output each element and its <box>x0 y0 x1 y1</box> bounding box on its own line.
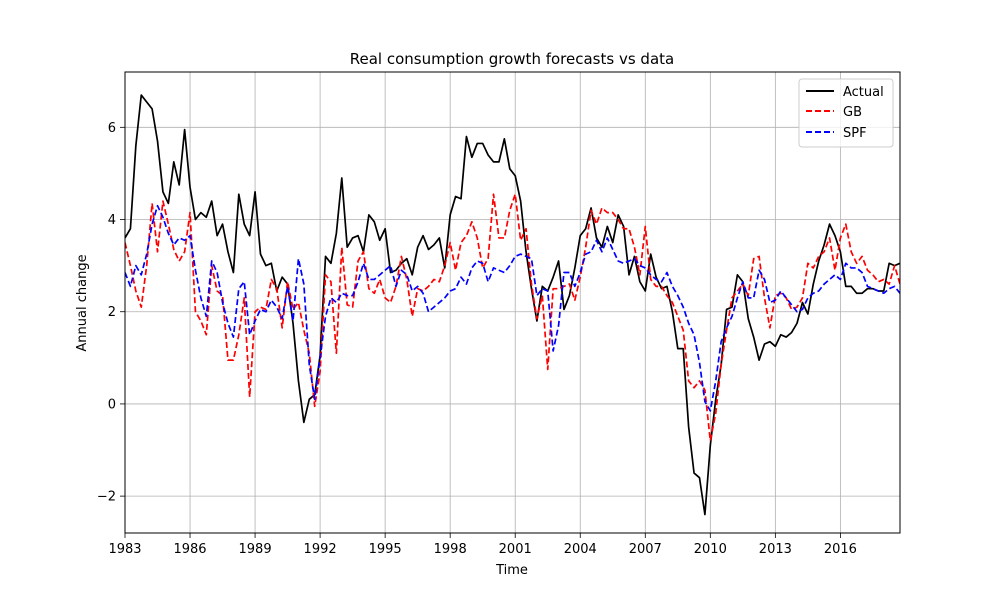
y-tick-label: −2 <box>97 490 116 505</box>
series-line-spf <box>125 204 900 412</box>
x-tick-label: 2004 <box>564 542 597 557</box>
chart-title: Real consumption growth forecasts vs dat… <box>350 50 674 68</box>
x-tick-label: 2010 <box>694 542 727 557</box>
legend-label-spf: SPF <box>843 126 867 141</box>
x-tick-label: 2016 <box>824 542 857 557</box>
y-axis-label: Annual change <box>75 254 90 351</box>
x-tick-label: 2001 <box>499 542 532 557</box>
series-line-actual <box>125 94 900 516</box>
y-tick-label: 0 <box>108 397 116 412</box>
y-tick-label: 4 <box>108 213 116 228</box>
grid <box>124 72 900 533</box>
x-axis-label: Time <box>495 563 528 578</box>
x-tick-label: 2007 <box>629 542 662 557</box>
legend-label-gb: GB <box>843 105 862 120</box>
x-tick-label: 1992 <box>304 542 337 557</box>
y-axis: −2 0 2 4 6 <box>97 121 125 505</box>
legend-box <box>798 78 894 148</box>
series-line-gb <box>125 193 900 442</box>
x-tick-label: 1995 <box>369 542 402 557</box>
plot-frame <box>124 71 901 534</box>
x-tick-label: 1998 <box>434 542 467 557</box>
y-tick-label: 6 <box>108 121 116 136</box>
legend-label-actual: Actual <box>843 85 884 100</box>
x-tick-label: 1989 <box>239 542 272 557</box>
x-tick-label: 2013 <box>759 542 792 557</box>
x-axis: 1983 1986 1989 1992 1995 1998 2001 2004 2007 2010… <box>108 533 857 557</box>
x-tick-label: 1983 <box>108 542 141 557</box>
legend: Actual GB SPF <box>798 78 894 148</box>
x-tick-label: 1986 <box>173 542 206 557</box>
y-tick-label: 2 <box>108 305 116 320</box>
series-lines <box>125 94 900 516</box>
